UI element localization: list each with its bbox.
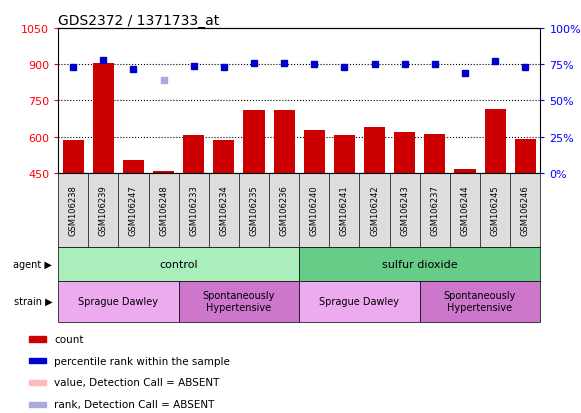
Bar: [213, 141, 234, 173]
Text: Spontaneously
Hypertensive: Spontaneously Hypertensive: [444, 291, 517, 312]
Bar: [364, 128, 385, 173]
Text: GSM106237: GSM106237: [431, 185, 439, 235]
Text: Sprague Dawley: Sprague Dawley: [78, 297, 159, 306]
Bar: [304, 131, 325, 173]
Text: GSM106246: GSM106246: [521, 185, 530, 235]
Bar: [183, 135, 205, 173]
Bar: [334, 135, 355, 173]
Bar: [153, 171, 174, 173]
Bar: [243, 111, 264, 173]
Bar: [515, 140, 536, 173]
Text: GSM106240: GSM106240: [310, 185, 319, 235]
Text: GSM106238: GSM106238: [69, 185, 78, 235]
Bar: [420, 281, 540, 322]
Text: GSM106243: GSM106243: [400, 185, 409, 235]
Text: count: count: [55, 334, 84, 344]
Text: GSM106235: GSM106235: [249, 185, 259, 235]
Bar: [454, 169, 475, 173]
Bar: [93, 64, 114, 173]
Text: Sprague Dawley: Sprague Dawley: [320, 297, 400, 306]
Bar: [28, 358, 46, 363]
Bar: [28, 380, 46, 385]
Text: percentile rank within the sample: percentile rank within the sample: [55, 356, 230, 366]
Text: GSM106241: GSM106241: [340, 185, 349, 235]
Bar: [28, 402, 46, 407]
Bar: [394, 133, 415, 173]
Text: GSM106244: GSM106244: [461, 185, 469, 235]
Text: GSM106236: GSM106236: [279, 185, 289, 235]
Text: sulfur dioxide: sulfur dioxide: [382, 259, 458, 269]
Bar: [58, 248, 299, 281]
Text: strain ▶: strain ▶: [14, 297, 52, 306]
Bar: [179, 281, 299, 322]
Text: GSM106247: GSM106247: [129, 185, 138, 235]
Text: GSM106234: GSM106234: [220, 185, 228, 235]
Text: Spontaneously
Hypertensive: Spontaneously Hypertensive: [203, 291, 275, 312]
Bar: [299, 281, 420, 322]
Text: control: control: [159, 259, 198, 269]
Bar: [274, 111, 295, 173]
Text: GSM106248: GSM106248: [159, 185, 168, 235]
Text: GSM106239: GSM106239: [99, 185, 108, 235]
Bar: [58, 281, 179, 322]
Text: GDS2372 / 1371733_at: GDS2372 / 1371733_at: [58, 14, 220, 28]
Bar: [424, 135, 446, 173]
Text: value, Detection Call = ABSENT: value, Detection Call = ABSENT: [55, 377, 220, 387]
Bar: [63, 141, 84, 173]
Text: GSM106245: GSM106245: [490, 185, 500, 235]
Text: agent ▶: agent ▶: [13, 259, 52, 269]
Bar: [485, 109, 505, 173]
Text: GSM106233: GSM106233: [189, 185, 198, 235]
Bar: [28, 337, 46, 342]
Bar: [123, 160, 144, 173]
Text: rank, Detection Call = ABSENT: rank, Detection Call = ABSENT: [55, 399, 215, 409]
Text: GSM106242: GSM106242: [370, 185, 379, 235]
Bar: [299, 248, 540, 281]
